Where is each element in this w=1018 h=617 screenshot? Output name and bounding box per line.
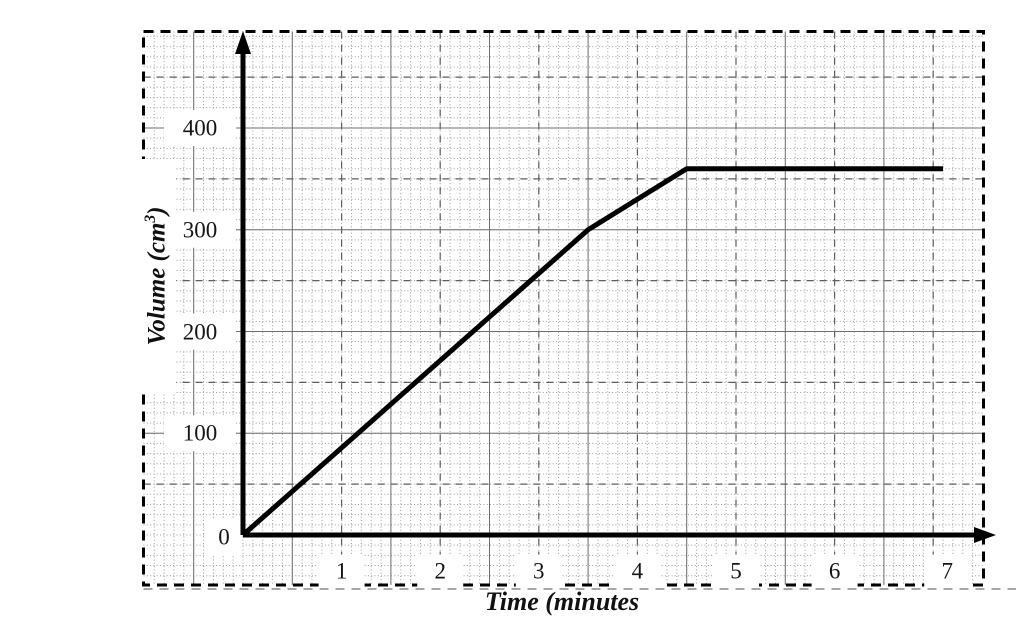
- y-axis-title-suffix: ): [143, 206, 171, 215]
- x-tick-label-5: 5: [730, 558, 742, 584]
- x-axis-title: Time (minutes: [484, 587, 640, 616]
- axes: [235, 31, 996, 543]
- x-axis-arrow: [974, 527, 996, 543]
- grid-mid: [143, 31, 984, 585]
- origin-label: 0: [218, 524, 230, 550]
- y-axis-title-superscript: 3: [142, 214, 160, 223]
- y-tick-label-400: 400: [182, 115, 218, 141]
- x-tick-label-4: 4: [631, 558, 644, 584]
- x-tick-label-7: 7: [941, 558, 953, 584]
- y-axis-title: Volume (cm3): [140, 196, 174, 356]
- y-tick-label-200: 200: [182, 319, 218, 344]
- x-tick-label-6: 6: [828, 558, 841, 584]
- y-axis-arrow: [235, 31, 251, 54]
- y-tick-label-300: 300: [182, 217, 218, 243]
- y-axis-title-text: Volume (cm: [143, 222, 171, 346]
- volume-line: [241, 166, 944, 537]
- y-tick-label-100: 100: [182, 420, 218, 446]
- x-tick-label-3: 3: [533, 558, 545, 584]
- x-tick-label-2: 2: [434, 558, 446, 584]
- x-tick-label-1: 1: [335, 558, 348, 584]
- chart-border: [142, 30, 985, 587]
- data-series: [241, 166, 944, 537]
- grid-minor: [143, 31, 984, 585]
